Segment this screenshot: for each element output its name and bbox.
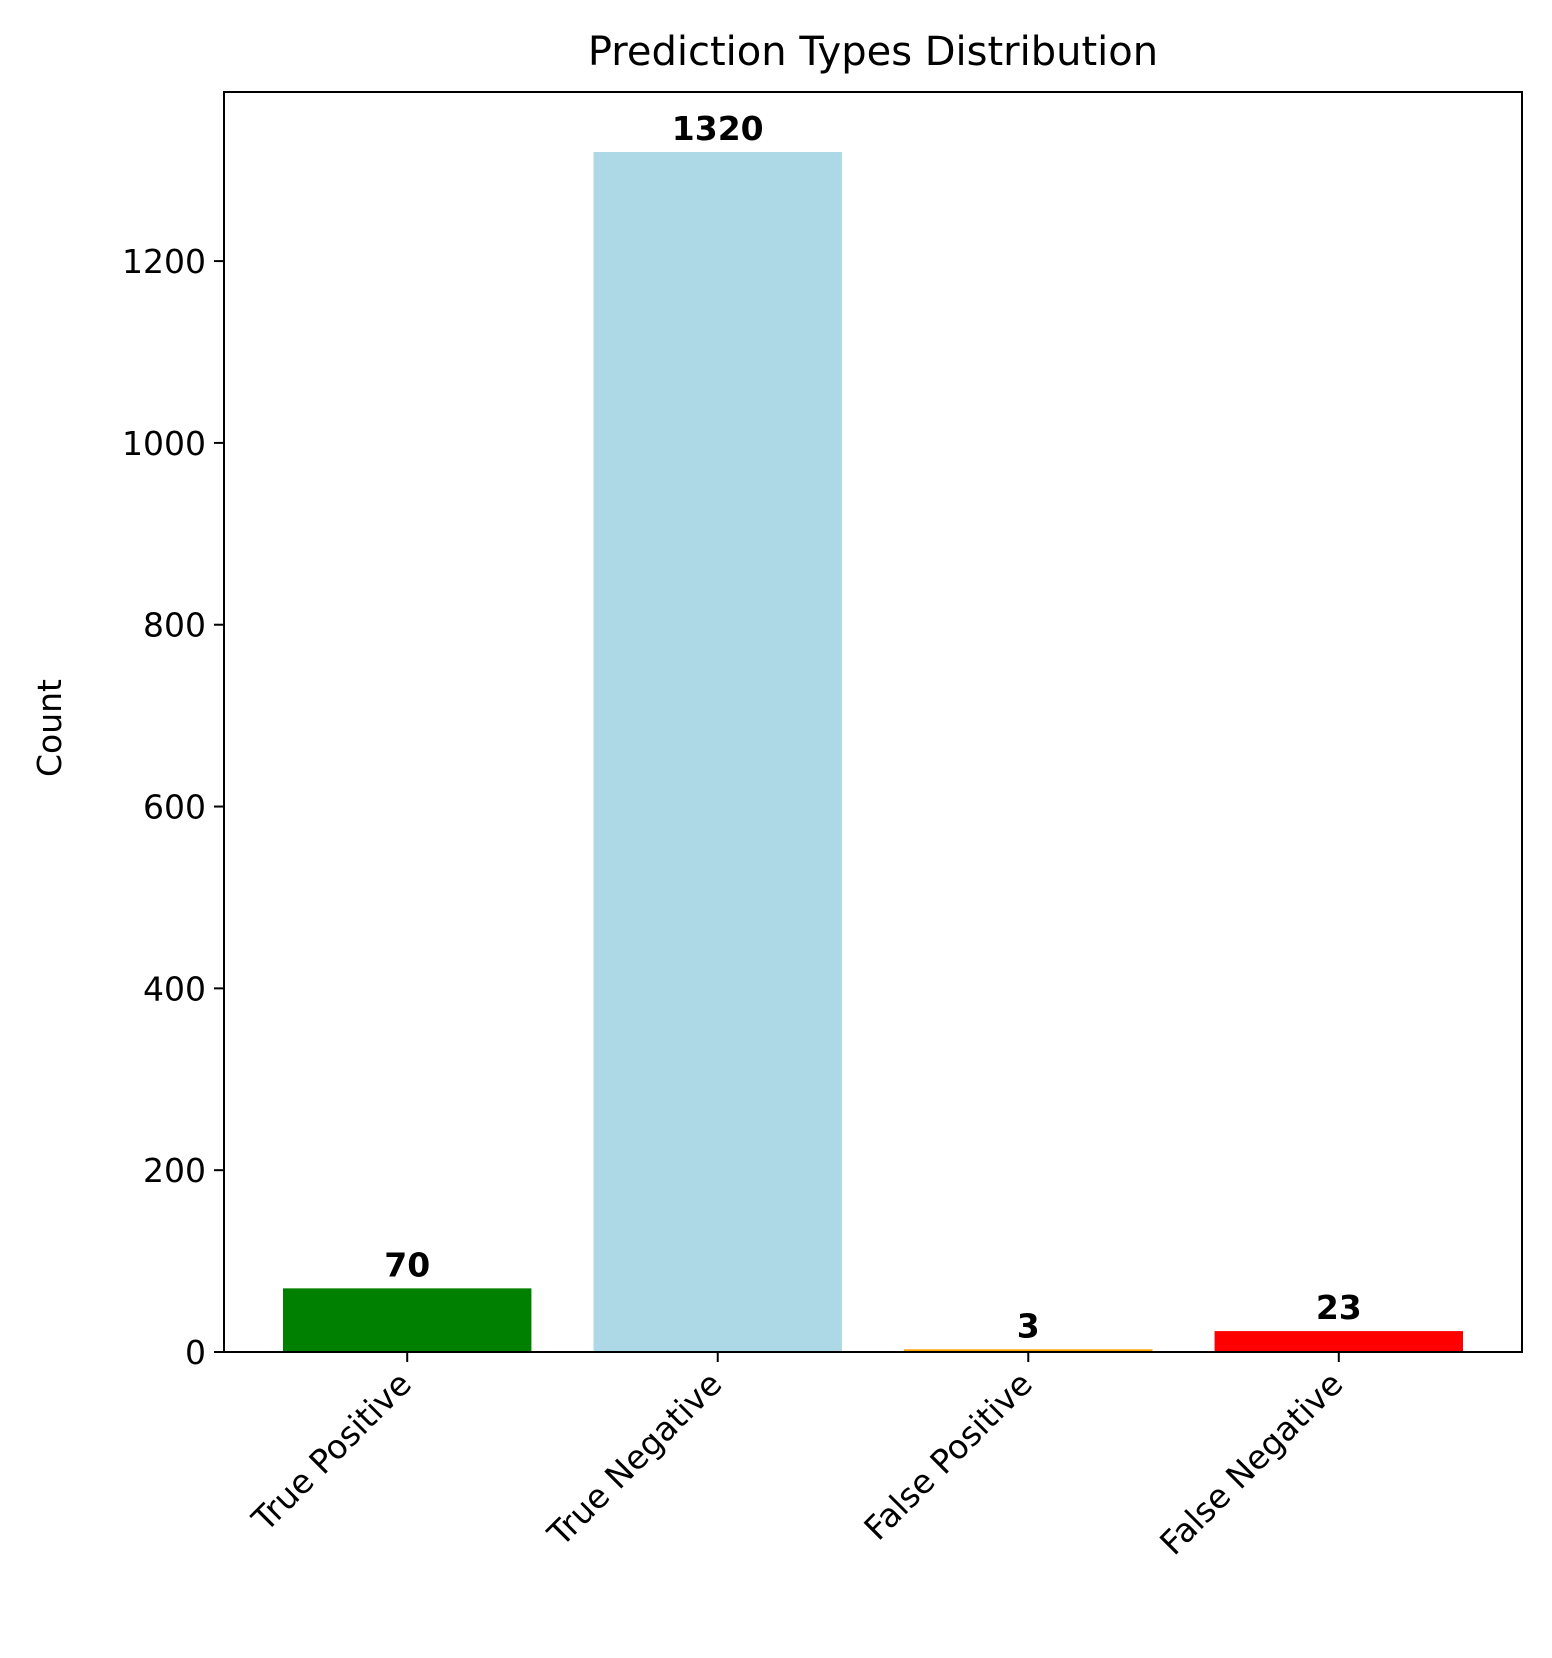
y-axis-title: Count [30, 679, 69, 777]
y-tick-label: 800 [143, 606, 206, 645]
value-label: 3 [1017, 1306, 1040, 1345]
value-labels: 70 1320 3 23 [384, 109, 1362, 1345]
bar-true-positive [283, 1288, 532, 1352]
plot-frame [223, 91, 1523, 1353]
bar-false-positive [904, 1349, 1153, 1352]
value-label: 23 [1316, 1288, 1362, 1327]
y-tick-label: 600 [143, 788, 206, 827]
y-tick-label: 0 [185, 1333, 206, 1372]
value-label: 1320 [672, 109, 764, 148]
bar-true-negative [593, 152, 842, 1352]
y-tick-label: 1000 [122, 424, 206, 463]
chart-title: Prediction Types Distribution [588, 29, 1158, 75]
bars [283, 152, 1463, 1352]
value-label: 70 [384, 1245, 430, 1284]
bar-false-negative [1214, 1331, 1463, 1352]
y-tick-label: 400 [143, 969, 206, 1008]
y-axis-ticks: 0 200 400 600 800 1000 1200 [122, 242, 224, 1372]
y-tick-label: 1200 [122, 242, 206, 281]
y-tick-label: 200 [143, 1151, 206, 1190]
